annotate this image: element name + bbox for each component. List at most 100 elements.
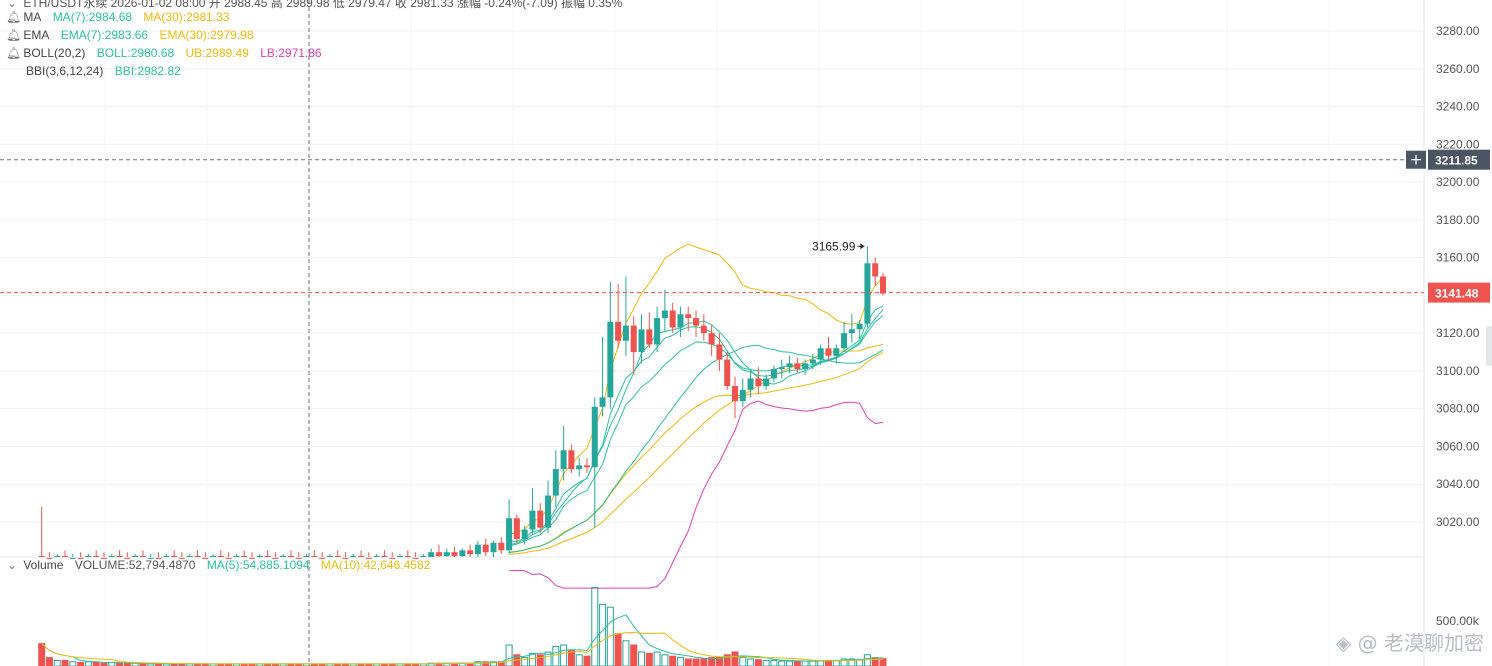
candle-body[interactable]	[529, 510, 536, 530]
candle-body[interactable]	[778, 367, 785, 370]
candle-body[interactable]	[599, 397, 606, 407]
candle-body[interactable]	[583, 465, 590, 468]
candle-body[interactable]	[607, 321, 614, 398]
candle-body[interactable]	[210, 555, 217, 557]
candle-body[interactable]	[435, 552, 442, 556]
candle-body[interactable]	[178, 557, 185, 559]
candle-body[interactable]	[272, 557, 279, 559]
crosshair-plus-button[interactable]	[1406, 150, 1426, 169]
candle-body[interactable]	[365, 557, 372, 559]
candle-body[interactable]	[381, 555, 388, 557]
candle-body[interactable]	[124, 557, 131, 559]
volume-name[interactable]: Volume	[23, 558, 64, 572]
candle-body[interactable]	[770, 369, 777, 379]
candle-body[interactable]	[513, 518, 520, 539]
candle-body[interactable]	[303, 555, 310, 557]
candle-body[interactable]	[506, 518, 513, 551]
candle-body[interactable]	[139, 555, 146, 557]
candle-body[interactable]	[833, 348, 840, 356]
candle-body[interactable]	[326, 555, 333, 557]
candle-body[interactable]	[132, 555, 139, 557]
candle-body[interactable]	[786, 363, 793, 368]
collapse-icon[interactable]: ⌄	[6, 558, 18, 572]
ema-name[interactable]: EMA	[23, 28, 50, 42]
candle-body[interactable]	[311, 555, 318, 557]
scroll-handle[interactable]	[1486, 326, 1492, 366]
ma-name[interactable]: MA	[23, 10, 42, 24]
candle-body[interactable]	[708, 333, 715, 345]
candle-body[interactable]	[62, 555, 69, 557]
candle-body[interactable]	[194, 555, 201, 557]
candle-body[interactable]	[809, 359, 816, 364]
candle-body[interactable]	[186, 555, 193, 557]
candle-body[interactable]	[217, 555, 224, 557]
candle-body[interactable]	[420, 555, 427, 557]
candle-body[interactable]	[85, 555, 92, 557]
candle-body[interactable]	[451, 552, 458, 556]
candle-body[interactable]	[358, 555, 365, 557]
candle-body[interactable]	[880, 276, 886, 294]
candle-body[interactable]	[443, 552, 450, 556]
candle-body[interactable]	[147, 557, 154, 559]
candle-body[interactable]	[171, 555, 178, 557]
candle-body[interactable]	[264, 555, 271, 557]
candle-body[interactable]	[622, 325, 629, 341]
candle-body[interactable]	[646, 329, 653, 345]
candle-body[interactable]	[669, 310, 676, 328]
candle-body[interactable]	[802, 363, 809, 370]
candle-body[interactable]	[841, 333, 848, 349]
candle-body[interactable]	[747, 378, 754, 390]
candle-body[interactable]	[568, 450, 575, 470]
candle-body[interactable]	[474, 544, 481, 555]
candle-body[interactable]	[404, 555, 411, 557]
candle-body[interactable]	[101, 557, 107, 559]
candle-body[interactable]	[552, 469, 559, 496]
candle-body[interactable]	[93, 555, 100, 557]
candle-body[interactable]	[54, 555, 61, 557]
candle-body[interactable]	[459, 550, 466, 556]
candle-body[interactable]	[287, 555, 294, 557]
candle-body[interactable]	[225, 557, 232, 559]
candle-body[interactable]	[350, 555, 357, 557]
candle-body[interactable]	[498, 542, 505, 551]
boll-name[interactable]: BOLL(20,2)	[23, 46, 86, 60]
candle-body[interactable]	[241, 555, 248, 557]
plus-icon[interactable]: +	[1410, 151, 1423, 169]
candle-body[interactable]	[490, 542, 497, 553]
bell-icon[interactable]: 🔔︎	[6, 10, 22, 24]
candle-body[interactable]	[560, 450, 567, 470]
candle-body[interactable]	[537, 510, 544, 528]
collapse-icon[interactable]: ⌄	[6, 0, 18, 10]
candle-body[interactable]	[693, 318, 700, 326]
candle-body[interactable]	[848, 329, 855, 334]
candle-body[interactable]	[817, 348, 824, 360]
candle-body[interactable]	[677, 314, 684, 328]
candle-body[interactable]	[163, 555, 170, 557]
candle-body[interactable]	[412, 557, 419, 559]
candle-body[interactable]	[280, 555, 287, 557]
candle-body[interactable]	[428, 552, 435, 557]
candle-body[interactable]	[755, 378, 762, 387]
candle-body[interactable]	[716, 344, 723, 360]
candle-body[interactable]	[116, 555, 123, 557]
candle-body[interactable]	[482, 544, 489, 553]
candle-body[interactable]	[576, 465, 583, 470]
candle-body[interactable]	[654, 318, 661, 345]
candle-body[interactable]	[685, 314, 692, 319]
candle-body[interactable]	[342, 557, 349, 559]
candle-body[interactable]	[591, 406, 598, 468]
candle-body[interactable]	[77, 557, 84, 559]
candle-body[interactable]	[724, 359, 731, 387]
bbi-name[interactable]: BBI(3,6,12,24)	[26, 64, 104, 78]
candle-body[interactable]	[864, 263, 871, 324]
candle-body[interactable]	[794, 363, 801, 370]
candle-body[interactable]	[397, 555, 404, 557]
candle-body[interactable]	[373, 555, 380, 557]
candle-body[interactable]	[319, 557, 326, 559]
candle-body[interactable]	[38, 555, 45, 557]
candle-body[interactable]	[69, 557, 76, 559]
bell-icon[interactable]: 🔔︎	[6, 46, 22, 60]
candle-body[interactable]	[739, 389, 746, 402]
